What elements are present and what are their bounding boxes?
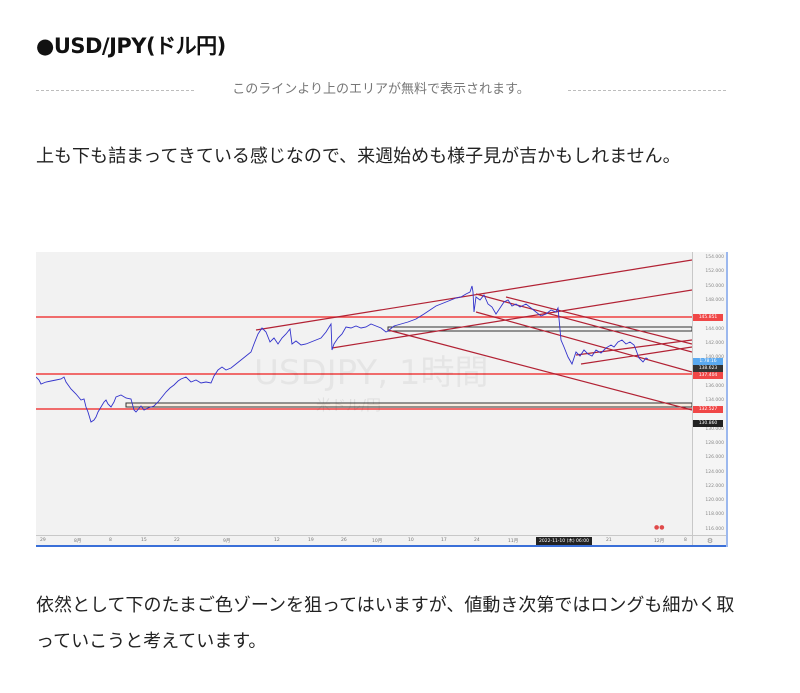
x-tick: 10月 [372, 539, 383, 544]
x-tick: 12月 [654, 539, 665, 544]
y-tick: 126.000 [705, 455, 724, 460]
x-tick: 8月 [74, 539, 82, 544]
y-tick: 152.000 [705, 269, 724, 274]
x-tick: 8 [109, 538, 112, 543]
x-tick: 17 [441, 538, 447, 543]
x-tick: 10 [408, 538, 414, 543]
price-label-support-1: 137.404 [693, 372, 723, 379]
x-tick: 12 [274, 538, 280, 543]
x-tick: 8 [684, 538, 687, 543]
paywall-divider: このラインより上のエリアが無料で表示されます。 [36, 80, 726, 100]
crosshair-time-label: 2022-11-10 (木) 06:00 [536, 537, 592, 545]
price-label-resistance: 145.851 [693, 314, 723, 321]
divider-line-right [568, 90, 726, 91]
x-tick: 19 [308, 538, 314, 543]
y-tick: 142.000 [705, 341, 724, 346]
y-tick: 150.000 [705, 284, 724, 289]
y-tick: 124.000 [705, 470, 724, 475]
y-tick: 120.000 [705, 498, 724, 503]
price-label-last: 138.623 [693, 365, 723, 372]
y-tick: 148.000 [705, 298, 724, 303]
chart-right-border [726, 252, 728, 547]
y-tick: 136.000 [705, 384, 724, 389]
chart-plot-area [36, 259, 692, 423]
y-tick: 134.000 [705, 398, 724, 403]
y-tick: 130.000 [705, 427, 724, 432]
x-tick: 24 [474, 538, 480, 543]
x-tick: 22 [174, 538, 180, 543]
y-tick: 118.000 [705, 512, 724, 517]
x-tick: 21 [606, 538, 612, 543]
divider-line-left [36, 90, 194, 91]
paywall-divider-text: このラインより上のエリアが無料で表示されます。 [232, 82, 530, 97]
price-axis[interactable]: 154.000 152.000 150.000 148.000 144.000 … [692, 252, 727, 535]
time-axis[interactable]: 29 8月 8 15 22 9月 12 19 26 10月 10 17 24 1… [36, 535, 692, 546]
chart-watermark-title: USDJPY, 1時間 [254, 353, 489, 393]
y-tick: 144.000 [705, 327, 724, 332]
price-label-countdown: 1:78:16 [693, 358, 723, 365]
x-tick: 29 [40, 538, 46, 543]
x-tick: 15 [141, 538, 147, 543]
usdjpy-chart-image: USDJPY, 1時間 米ドル/円 154.000 152.000 150.00… [36, 252, 728, 547]
chart-watermark-subtitle: 米ドル/円 [316, 396, 382, 414]
y-tick: 154.000 [705, 255, 724, 260]
y-tick: 122.000 [705, 484, 724, 489]
y-tick: 140.000 [705, 355, 724, 361]
price-label-low: 130.860 [693, 420, 723, 427]
paragraph-intro: 上も下も詰まってきている感じなので、来週始めも様子見が吉かもしれません。 [36, 146, 681, 167]
x-tick: 9月 [223, 539, 231, 544]
y-tick: 116.000 [705, 527, 724, 532]
event-flags-icon[interactable]: ●● [654, 524, 665, 531]
settings-gear-icon[interactable]: ⚙ [692, 535, 727, 546]
y-tick: 128.000 [705, 441, 724, 446]
price-label-support-2: 132.527 [693, 406, 723, 413]
chart-bottom-border [36, 545, 728, 547]
paragraph-outlook: 依然として下のたまご色ゾーンを狙ってはいますが、値動き次第ではロングも細かく取っ… [36, 595, 735, 652]
x-tick: 26 [341, 538, 347, 543]
section-heading: ●USD/JPY(ドル円) [36, 34, 226, 58]
x-tick: 11月 [508, 539, 519, 544]
